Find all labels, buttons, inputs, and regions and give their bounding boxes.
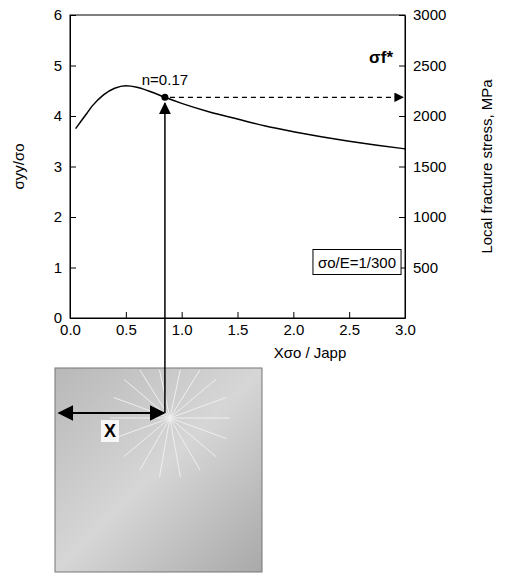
tick: 2.0 (283, 312, 304, 338)
y2-axis-title: Local fracture stress, MPa (478, 79, 495, 254)
tick-label: 1000 (413, 208, 446, 225)
tick-mark (399, 116, 405, 117)
tick-label: 1.5 (228, 321, 249, 338)
plot-area (76, 86, 405, 149)
tick: 4 (54, 107, 76, 124)
tick-label: 5 (54, 57, 62, 74)
tick: 2000 (399, 107, 446, 124)
tick-mark (70, 116, 76, 117)
tick-mark (70, 15, 76, 16)
fractograph-texture (110, 370, 230, 477)
texture-line (170, 418, 230, 419)
texture-line (140, 418, 170, 470)
vertical-arrow (164, 103, 166, 413)
tick: 3000 (399, 6, 446, 23)
tick-label: 3 (54, 158, 62, 175)
tick-mark (70, 268, 76, 269)
tick: 1 (54, 259, 76, 276)
fractograph (55, 368, 262, 572)
tick-label: 3.0 (395, 321, 416, 338)
tick-mark (126, 312, 127, 318)
tick-mark (70, 318, 76, 319)
tick-label: 2.5 (339, 321, 360, 338)
tick: 0.5 (116, 312, 137, 338)
tick-label: 0.5 (116, 321, 137, 338)
y-axis-title: σyy/σo (10, 143, 27, 189)
tick-label: 2500 (413, 57, 446, 74)
texture-line (110, 418, 170, 419)
annotation: n=0.17 (142, 71, 188, 88)
tick: 500 (399, 259, 438, 276)
tick-label: 3000 (413, 6, 446, 23)
dashed-arrow (170, 97, 403, 98)
tick-label: 2.0 (283, 321, 304, 338)
tick-label: 0.0 (60, 321, 81, 338)
tick: 1500 (399, 158, 446, 175)
x-axis: 0.0 0.5 1.0 1.5 2.0 2.5 3.0 (60, 312, 416, 338)
y-axis: 0 1 2 3 4 5 6 (54, 6, 76, 326)
tick-mark (70, 167, 76, 168)
tick: 2 (54, 208, 76, 225)
tick-label: 1500 (413, 158, 446, 175)
x-axis-title: Xσo / Japp (274, 344, 347, 361)
annotation: X (104, 421, 116, 441)
tick: 2.5 (339, 312, 360, 338)
curve (76, 86, 405, 149)
tick-mark (70, 66, 76, 67)
y2-axis-line (405, 16, 406, 319)
tick-label: 1.0 (172, 321, 193, 338)
texture-line (170, 397, 226, 418)
tick: 1.5 (228, 312, 249, 338)
texture-line (170, 418, 180, 477)
tick-mark (349, 312, 350, 318)
tick-mark (238, 312, 239, 318)
critical-point (161, 94, 168, 101)
tick-label: 2000 (413, 107, 446, 124)
texture-line (170, 379, 216, 418)
tick: 1000 (399, 208, 446, 225)
tick-mark (293, 312, 294, 318)
tick-label: 500 (413, 259, 438, 276)
texture-line (170, 418, 226, 439)
y2-axis: 500 1000 1500 2000 2500 3000 (399, 6, 446, 318)
texture-line (114, 418, 170, 439)
texture-line (170, 370, 200, 418)
tick-mark (182, 312, 183, 318)
tick-label: 6 (54, 6, 62, 23)
annotation: σf* (369, 48, 393, 67)
annotation-box (313, 250, 401, 275)
texture-line (124, 418, 170, 457)
tick: 2500 (399, 57, 446, 74)
tick-label: 2 (54, 208, 62, 225)
texture-line (170, 418, 216, 457)
tick-mark (399, 15, 405, 16)
tick: 1.0 (172, 312, 193, 338)
chart: 0.0 0.5 1.0 1.5 2.0 2.5 3.0 0 1 2 3 4 5 6 500 1000 1500 2… (0, 0, 510, 577)
x-axis-line (71, 318, 406, 319)
tick: 6 (54, 6, 76, 23)
annotation: σo/E=1/300 (318, 254, 396, 271)
tick-label: 0 (54, 309, 62, 326)
tick: 0 (54, 309, 76, 326)
tick: 5 (54, 57, 76, 74)
tick-mark (399, 167, 405, 168)
texture-line (114, 397, 170, 418)
distance-arrow (59, 412, 164, 414)
tick-mark (399, 66, 405, 67)
plot-frame (70, 15, 405, 318)
label-patch (101, 420, 119, 442)
tick-label: 4 (54, 107, 62, 124)
tick: 3 (54, 158, 76, 175)
tick-label: 1 (54, 259, 62, 276)
tick-mark (399, 217, 405, 218)
tick-mark (70, 217, 76, 218)
